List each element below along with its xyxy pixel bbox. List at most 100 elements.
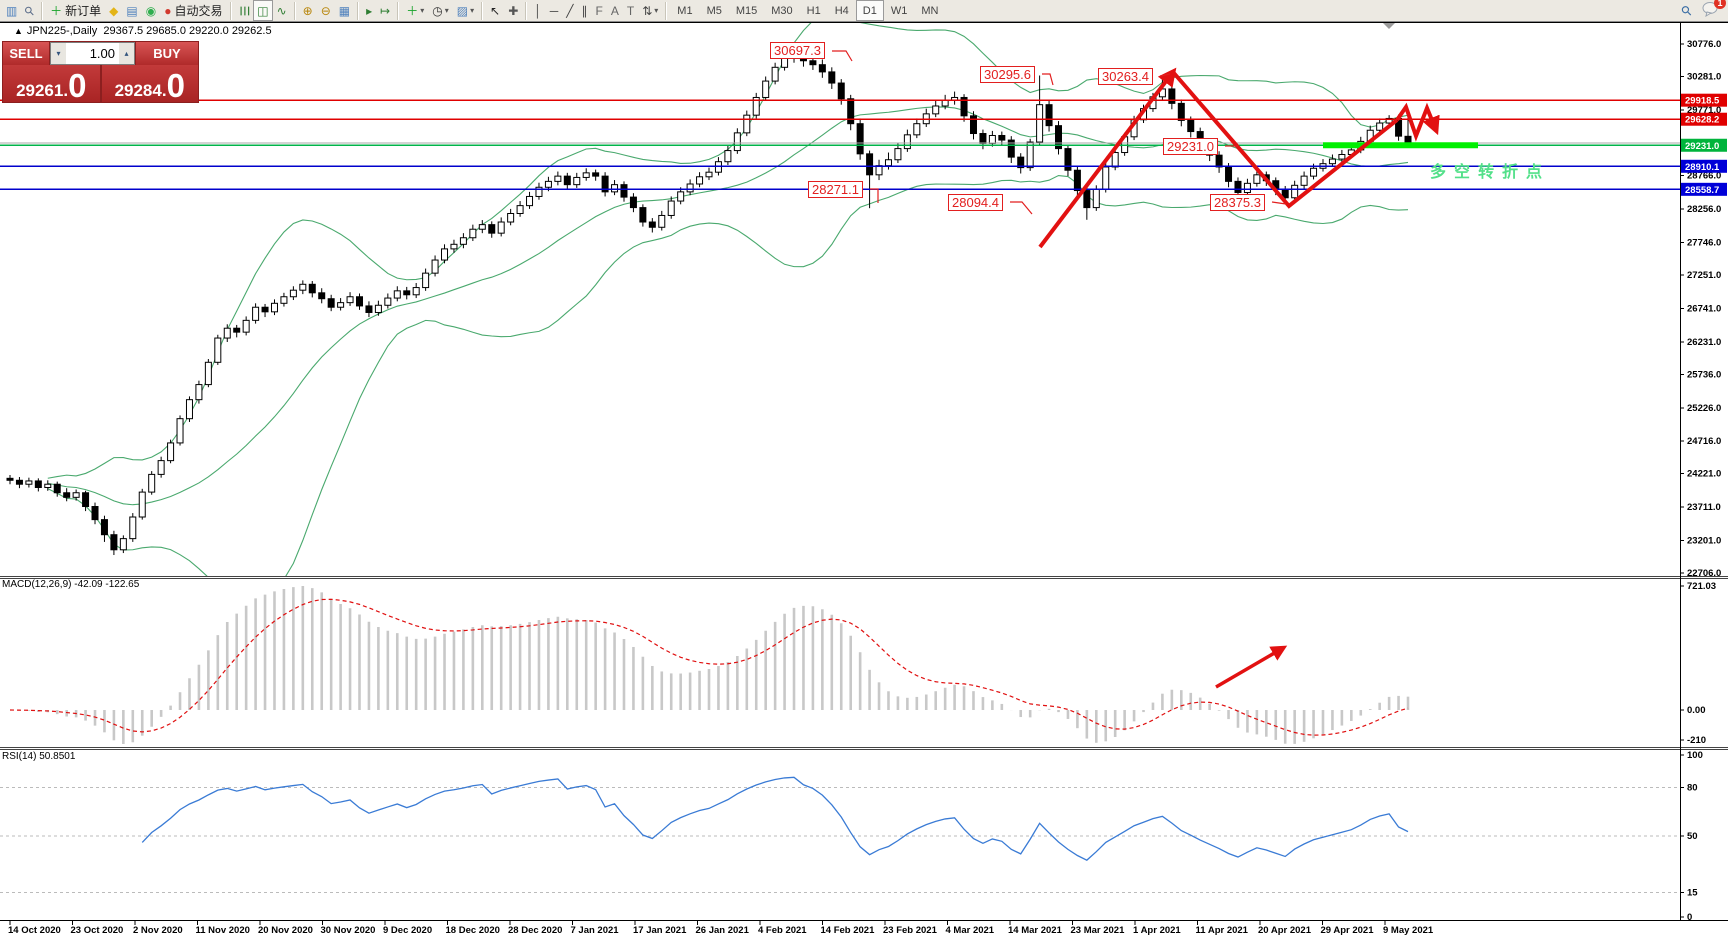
line-chart-button[interactable]: ∿ <box>273 0 291 21</box>
fibonacci-icon: F <box>595 3 603 18</box>
svg-text:29771.0: 29771.0 <box>1687 105 1721 116</box>
zoom-out-button[interactable]: ⊖ <box>317 0 335 21</box>
periods-button[interactable]: ◷ ▾ <box>428 0 453 21</box>
annotation-callout <box>1042 73 1054 86</box>
trend-arrow-up-1 <box>1038 67 1177 249</box>
timeframe-m30-button[interactable]: M30 <box>771 4 793 17</box>
date-axis-label: 9 May 2021 <box>1383 925 1434 936</box>
trendline-button[interactable]: ╱ <box>562 0 577 21</box>
lot-size-stepper[interactable]: ▾ 1.00 ▴ <box>50 42 135 65</box>
templates-button[interactable]: ▨ ▾ <box>453 0 478 21</box>
new-order-button[interactable]: ＋新订单 <box>46 0 105 21</box>
collapse-arrow-icon[interactable]: ▲ <box>14 26 23 36</box>
price-axis-badge <box>1681 159 1727 173</box>
date-axis-label: 17 Jan 2021 <box>633 925 687 936</box>
price-axis-badge <box>1681 182 1727 196</box>
price-annotation-tag[interactable]: 30697.3 <box>770 42 825 59</box>
price-annotation-tag[interactable]: 30263.4 <box>1098 68 1153 85</box>
timeframe-m15-button[interactable]: M15 <box>735 4 758 17</box>
svg-text:-210: -210 <box>1687 735 1706 746</box>
equidistant-channel-button[interactable]: ∥ <box>578 0 592 21</box>
fibonacci-button[interactable]: F <box>592 0 607 21</box>
candlestick-chart-icon: ◫ <box>257 3 269 18</box>
date-axis-label: 26 Jan 2021 <box>696 925 750 936</box>
toolbar: ▥ ⚲ ＋新订单 ◆ ▤ ◉ ● 自动交易 ☰ ◫ ∿ ⊕ ⊖ ▦ ▸ ↦ ＋ ▾ ◷ ▾ ▨ ▾ ↖ ✚ │ ─ ╱ ∥ F A T ⇅ ▾ M… <box>0 0 1728 22</box>
chart-shift-marker <box>1383 23 1395 29</box>
sell-price[interactable]: 29261. 0 <box>3 65 100 103</box>
text-label-button[interactable]: T <box>623 0 638 21</box>
add-indicator-icon: ＋ <box>406 3 419 18</box>
crosshair-button[interactable]: ✚ <box>504 0 522 21</box>
trend-arrow-down-up <box>1171 70 1399 209</box>
horizontal-line-button[interactable]: ─ <box>546 0 563 21</box>
text-icon: A <box>610 3 619 18</box>
chart-shift-button[interactable]: ↦ <box>376 0 394 21</box>
price-annotation-tag[interactable]: 28375.3 <box>1210 194 1265 211</box>
svg-text:15: 15 <box>1687 888 1698 899</box>
annotation-callout <box>832 50 853 62</box>
buy-button[interactable]: BUY <box>135 42 198 65</box>
date-axis-label: 20 Nov 2020 <box>258 925 313 936</box>
timeframe-m1-button[interactable]: M1 <box>677 4 693 17</box>
lot-increase-button[interactable]: ▴ <box>119 43 134 64</box>
buy-price[interactable]: 29284. 0 <box>102 65 199 103</box>
main-price-pane <box>0 23 1680 576</box>
arrows-dropdown-icon[interactable]: ▾ <box>654 6 659 15</box>
market-depth-button[interactable]: ◆ <box>105 0 122 21</box>
support-zone-bar <box>1323 142 1478 149</box>
svg-text:24221.0: 24221.0 <box>1687 469 1721 480</box>
zoom-in-button[interactable]: ⊕ <box>299 0 317 21</box>
lot-size-value[interactable]: 1.00 <box>89 46 115 61</box>
date-axis-label: 14 Feb 2021 <box>821 925 876 936</box>
turning-point-annotation[interactable]: 多空转折点 <box>1430 164 1551 181</box>
svg-text:28766.0: 28766.0 <box>1687 171 1721 182</box>
timeframe-h1-button[interactable]: H1 <box>806 4 821 17</box>
timeframe-mn-button[interactable]: MN <box>921 4 939 17</box>
new-chart-button[interactable]: ▥ <box>2 0 21 21</box>
templates-dropdown-icon[interactable]: ▾ <box>470 6 475 15</box>
autotrading-button[interactable]: ● 自动交易 <box>160 0 226 21</box>
text-button[interactable]: A <box>607 0 623 21</box>
alerts-button[interactable]: ◉ <box>142 0 160 21</box>
timeframe-h4-button[interactable]: H4 <box>834 4 849 17</box>
economic-calendar-button[interactable]: ▤ <box>122 0 141 21</box>
timeframe-d1-button[interactable]: D1 <box>855 0 884 21</box>
auto-scroll-button[interactable]: ▸ <box>362 0 376 21</box>
date-axis-label: 9 Dec 2020 <box>383 925 432 936</box>
periods-dropdown-icon[interactable]: ▾ <box>444 6 449 15</box>
svg-text:30776.0: 30776.0 <box>1687 39 1721 50</box>
candlestick-chart-button[interactable]: ◫ <box>253 0 273 21</box>
timeframe-m5-button[interactable]: M5 <box>706 4 722 17</box>
price-annotation-tag[interactable]: 30295.6 <box>980 66 1035 83</box>
add-indicator-button[interactable]: ＋ ▾ <box>402 0 428 21</box>
price-annotation-tag[interactable]: 28271.1 <box>808 181 863 198</box>
sell-button[interactable]: SELL <box>3 42 50 65</box>
horizontal-line-icon: ─ <box>549 3 559 18</box>
trendline-icon: ╱ <box>566 3 574 18</box>
cursor-icon: ↖ <box>490 3 501 18</box>
auto-scroll-icon: ▸ <box>366 3 373 18</box>
svg-text:80: 80 <box>1687 782 1698 793</box>
notifications-icon[interactable]: 1 <box>1702 0 1726 22</box>
date-axis-label: 23 Oct 2020 <box>71 925 124 936</box>
tile-windows-button[interactable]: ▦ <box>335 0 354 21</box>
price-annotation-tag[interactable]: 29231.0 <box>1163 138 1218 155</box>
cursor-button[interactable]: ↖ <box>486 0 504 21</box>
svg-text:26231.0: 26231.0 <box>1687 337 1721 348</box>
candlesticks <box>6 48 1412 556</box>
svg-text:29231.0: 29231.0 <box>1685 141 1719 152</box>
arrows-button[interactable]: ⇅ ▾ <box>638 0 662 21</box>
one-click-trading-panel: SELL ▾ 1.00 ▴ BUY 29261. 0 29284. 0 <box>2 41 199 103</box>
vertical-line-button[interactable]: │ <box>530 0 546 21</box>
lot-decrease-button[interactable]: ▾ <box>51 43 66 64</box>
date-axis-label: 30 Nov 2020 <box>321 925 376 936</box>
autotrading-icon: ● <box>164 3 172 18</box>
date-axis-label: 28 Dec 2020 <box>508 925 562 936</box>
price-annotation-tag[interactable]: 28094.4 <box>948 194 1003 211</box>
symbol-period-label: JPN225-,Daily <box>26 25 98 37</box>
chart-ohlc-title: ▲ JPN225-,Daily 29367.5 29685.0 29220.0 2… <box>14 25 272 37</box>
timeframe-w1-button[interactable]: W1 <box>890 4 908 17</box>
add-indicator-dropdown-icon[interactable]: ▾ <box>420 6 425 15</box>
